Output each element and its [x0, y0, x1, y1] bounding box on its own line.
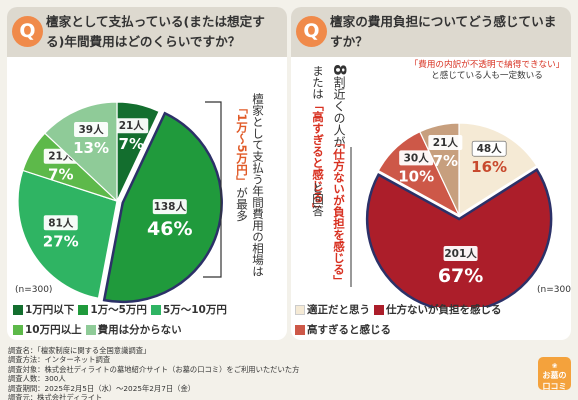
site-logo: ❀ お墓の 口コミ — [538, 357, 571, 391]
annotation-bracket — [203, 101, 222, 278]
legend-label: 仕方ないが負担を感じる — [386, 304, 502, 316]
legend-swatch — [295, 324, 305, 335]
right-legend: 適正だと思う仕方ないが負担を感じる高すぎると感じる費用の内訳が不透明で納得できな… — [295, 302, 571, 340]
legend-item: 仕方ないが負担を感じる — [374, 302, 502, 317]
pie-slice-2 — [17, 169, 118, 299]
legend-swatch — [78, 304, 89, 315]
left-annotation: 檀家として支払う年間費用の相場は — [251, 93, 265, 277]
right-pie-chart: 48人 16% 201人 67% 30人 10% 21人 7% — [350, 122, 553, 307]
right-callout-line2: と感じている人も一定数いる — [431, 71, 543, 81]
count-label-4: 39人 — [78, 123, 104, 136]
count-label-1: 201人 — [444, 247, 477, 260]
count-label-2: 30人 — [404, 151, 430, 164]
value-label-1: 46% — [147, 218, 192, 240]
pie-slice-1 — [365, 167, 553, 307]
legend-label: 5万〜10万円 — [162, 304, 227, 316]
left-annotation-2: 「1万〜5万円」が最多 — [235, 102, 249, 222]
right-annotation-line2: または — [311, 65, 325, 100]
right-n-label: (n=300) — [537, 285, 571, 295]
right-annotation-line3: と回答 — [311, 182, 325, 217]
left-question-title: 檀家として支払っている(または想定する)年間費用はどのくらいですか？ — [46, 14, 265, 49]
footer-line: 調査期間：2025年2月5日（水）〜2025年2月7日（金） — [8, 383, 196, 393]
legend-label: 1万〜5万円 — [90, 304, 147, 316]
right-q-badge: Q — [296, 16, 327, 47]
legend-item: 10万円以上 — [13, 322, 82, 337]
legend-label: 1万円以下 — [25, 304, 75, 316]
right-callout-line1: 「費用の内訳が不透明で納得できない」 — [409, 60, 565, 70]
left-q-badge: Q — [12, 16, 43, 47]
count-label-bg-1 — [443, 245, 478, 261]
legend-item: 費用は分からない — [85, 322, 182, 337]
right-annotation-col3: 「仕方ないが負担を感じる」 — [332, 137, 346, 287]
left-question-header: Q 檀家として支払っている(または想定する)年間費用はどのくらいですか？ — [7, 7, 287, 57]
right-annotation-col2: または「高すぎると感じる」 — [311, 65, 325, 215]
footer-line: 調査対象：株式会社ディライトの墓地紹介サイト（お墓の口コミ）をご利用いただいた方 — [8, 364, 300, 374]
count-label-bg-2 — [399, 150, 434, 166]
legend-swatch — [13, 324, 23, 335]
legend-swatch — [295, 304, 305, 315]
right-question-panel: Q 檀家の費用負担についてどう感じていますか？ 48人 16% 201人 67% 30人… — [291, 7, 571, 340]
value-label-2: 10% — [398, 167, 434, 185]
logo-bow-icon: ❀ — [551, 362, 558, 370]
count-label-bg-3 — [428, 134, 463, 150]
footer-line: 調査方法：インターネット調査 — [8, 355, 111, 365]
logo-line2: 口コミ — [542, 382, 567, 391]
count-label-bg-0 — [471, 140, 507, 157]
value-label-3: 7% — [48, 166, 73, 184]
value-label-3: 7% — [433, 152, 458, 170]
legend-swatch — [13, 304, 23, 315]
right-annotation-col1: 8割近くの人が — [329, 64, 349, 148]
value-label-0: 16% — [471, 158, 507, 176]
count-label-2: 81人 — [48, 216, 74, 229]
value-label-0: 7% — [119, 135, 144, 153]
logo-line1: お墓の — [542, 371, 567, 380]
right-annotation-line1: 割近くの人が — [332, 75, 346, 148]
value-label-1: 67% — [438, 265, 483, 287]
survey-footer: 調査名：「檀家制度に関する全国意識調査」 調査方法：インターネット調査 調査対象：株… — [8, 346, 299, 400]
count-label-bg-4 — [74, 122, 109, 138]
right-question-header: Q 檀家の費用負担についてどう感じていますか？ — [291, 7, 571, 57]
count-label-3: 21人 — [433, 136, 459, 149]
right-question-title: 檀家の費用負担についてどう感じていますか？ — [330, 14, 557, 49]
right-annotation-col4: と回答 — [311, 182, 325, 217]
count-label-bg-1 — [152, 199, 187, 215]
legend-swatch — [150, 304, 161, 315]
right-annotation-hl2: 「高すぎると感じる」 — [311, 99, 325, 215]
right-annotation-num: 8 — [329, 64, 349, 76]
legend-label: 10万円以上 — [25, 324, 82, 336]
count-label-0: 48人 — [477, 142, 503, 155]
legend-swatch — [374, 304, 384, 315]
left-n-label: (n=300) — [15, 285, 53, 295]
footer-line: 調査人数：300人 — [8, 374, 66, 384]
left-legend: 1万円以下 1万〜5万円 5万〜10万円 10万円以上 費用は分からない — [13, 302, 285, 337]
footer-line: 調査名：「檀家制度に関する全国意識調査」 — [8, 346, 151, 355]
count-label-bg-0 — [114, 118, 149, 134]
value-label-4: 13% — [73, 139, 109, 157]
left-annotation-highlight: 「1万〜5万円」 — [235, 102, 249, 188]
count-label-0: 21人 — [119, 119, 145, 132]
count-label-1: 138人 — [154, 200, 187, 213]
right-callout: 「費用の内訳が不透明で納得できない」 と感じている人も一定数いる — [407, 60, 567, 82]
legend-item: 1万円以下 — [13, 302, 74, 317]
value-label-2: 27% — [43, 232, 79, 250]
legend-item: 5万〜10万円 — [150, 302, 227, 317]
count-label-bg-2 — [43, 215, 78, 231]
legend-label: 適正だと思う — [307, 304, 370, 316]
legend-swatch — [85, 324, 96, 335]
right-annotation-hl1: 「仕方ないが負担を感じる」 — [332, 137, 346, 287]
left-annotation-line1: 檀家として支払う年間費用の相場は — [251, 93, 265, 277]
legend-label: 費用は分からない — [97, 324, 182, 336]
legend-item: 1万〜5万円 — [78, 302, 147, 317]
legend-item: 適正だと思う — [295, 302, 370, 317]
legend-item: 高すぎると感じる — [295, 322, 391, 337]
left-question-panel: Q 檀家として支払っている(または想定する)年間費用はどのくらいですか？ 21人… — [7, 7, 287, 340]
legend-label: 高すぎると感じる — [307, 324, 391, 336]
left-annotation-line2: が最多 — [235, 187, 249, 222]
footer-line: 調査元：株式会社ディライト — [8, 393, 103, 400]
